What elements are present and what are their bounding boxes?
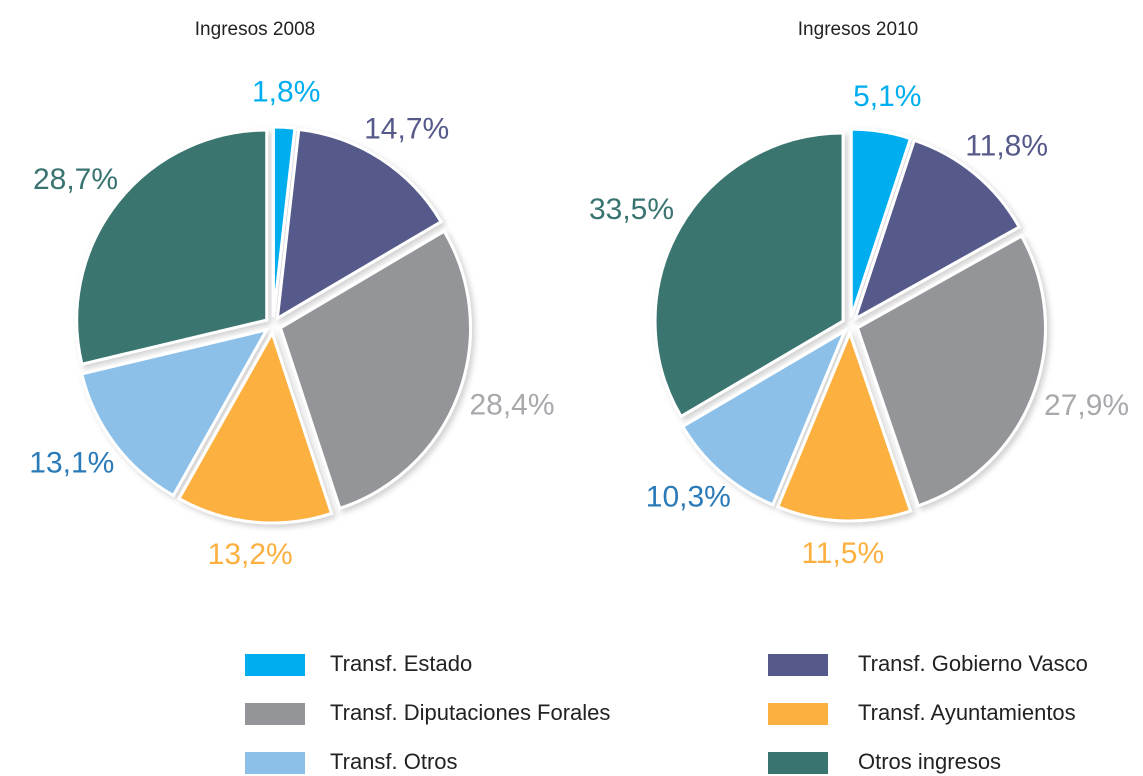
chart-title: Ingresos 2008 (195, 19, 315, 40)
value-label: 33,5% (589, 193, 674, 226)
legend-label: Transf. Estado (330, 651, 472, 676)
value-label: 28,7% (33, 163, 118, 196)
legend-swatch (245, 752, 305, 774)
value-label: 1,8% (252, 75, 320, 108)
pie-slice (275, 127, 444, 322)
value-label: 27,9% (1044, 389, 1129, 422)
pie-slice (176, 329, 334, 525)
pie (75, 125, 472, 525)
pie-slice (278, 229, 472, 511)
value-label: 5,1% (853, 80, 921, 113)
value-label: 14,7% (364, 112, 449, 145)
value-label: 10,3% (646, 481, 731, 514)
pie-slice (849, 127, 913, 318)
value-label: 11,5% (801, 537, 884, 570)
legend-label: Transf. Gobierno Vasco (858, 651, 1088, 676)
pie-slice (855, 234, 1047, 508)
value-label: 28,4% (469, 389, 554, 422)
pie-slice (79, 327, 270, 498)
pie-slice (653, 131, 845, 419)
value-label: 13,1% (29, 447, 114, 480)
legend-swatch (245, 654, 305, 676)
pie-slice (75, 128, 269, 366)
pie (653, 127, 1047, 523)
legend-label: Transf. Diputaciones Forales (330, 700, 610, 725)
legend-swatch (768, 703, 828, 725)
pie-slice (775, 328, 913, 523)
legend-swatch (768, 654, 828, 676)
legend-label: Transf. Ayuntamientos (858, 700, 1076, 725)
legend-swatch (245, 703, 305, 725)
value-label: 13,2% (208, 538, 293, 571)
chart-title: Ingresos 2010 (798, 19, 918, 40)
legend-label: Otros ingresos (858, 749, 1001, 774)
legend-label: Transf. Otros (330, 749, 458, 774)
pie-slice (271, 125, 297, 318)
pie-slice (680, 327, 848, 507)
value-label: 11,8% (965, 130, 1048, 163)
pie-slice (852, 138, 1022, 323)
legend-swatch (768, 752, 828, 774)
